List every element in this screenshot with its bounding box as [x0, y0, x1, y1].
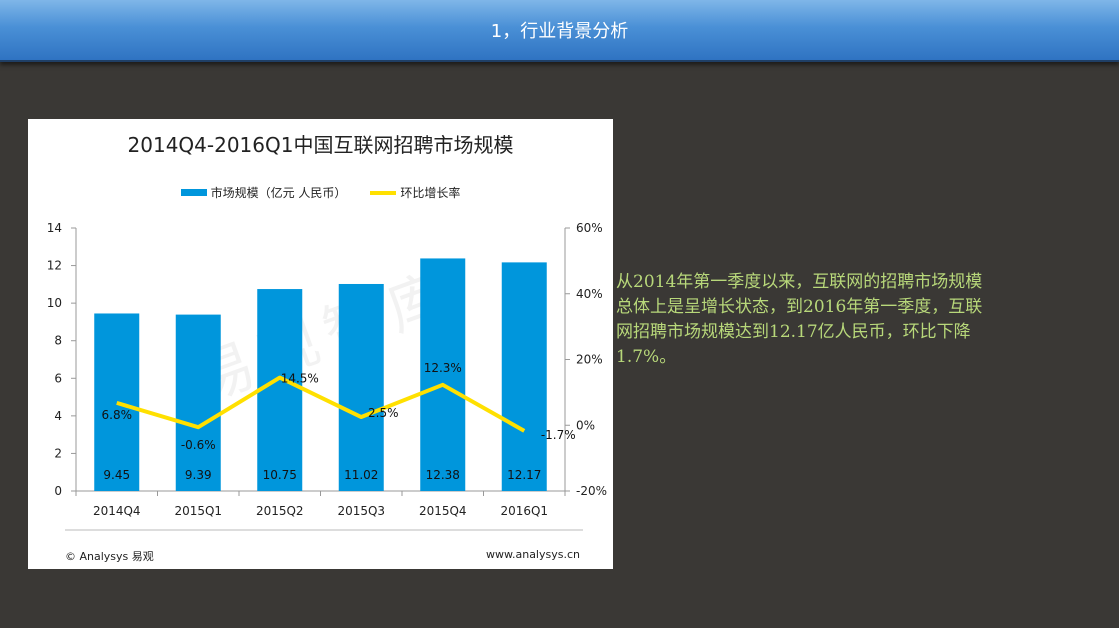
y-right-tick-label: 20% [576, 353, 603, 367]
bar [94, 313, 140, 491]
line-data-label: 6.8% [102, 408, 133, 422]
chart-panel: 易观智库 2014Q4-2016Q1中国互联网招聘市场规模 市场规模（亿元 人民… [28, 119, 613, 569]
bar-data-label: 9.39 [185, 468, 212, 482]
line-data-label: 12.3% [424, 361, 462, 375]
x-tick-label: 2015Q2 [256, 504, 304, 518]
chart-title: 2014Q4-2016Q1中国互联网招聘市场规模 [127, 133, 514, 157]
y-left-tick-label: 14 [47, 221, 62, 235]
y-right-tick-label: 60% [576, 221, 603, 235]
y-left-tick-label: 10 [47, 296, 62, 310]
chart-plot: 0 2 4 6 8 10 12 14 -20% 0% 20% 40% 60% 9.45 2014Q4 9.39… [47, 221, 607, 531]
line-data-label: 2.5% [368, 406, 399, 420]
source-right: www.analysys.cn [486, 548, 580, 561]
y-right-tick-label: 40% [576, 287, 603, 301]
y-right-tick-label: 0% [576, 418, 595, 432]
x-tick-label: 2014Q4 [93, 504, 141, 518]
growth-rate-line [116, 375, 526, 433]
y-left-tick-label: 8 [54, 334, 62, 348]
bar-data-label: 12.38 [426, 468, 460, 482]
bar [501, 262, 547, 491]
y-left-tick-label: 0 [54, 484, 62, 498]
header-bar: 1，行业背景分析 [0, 0, 1119, 62]
line-data-label: -0.6% [181, 438, 216, 452]
chart-legend: 市场规模（亿元 人民币） 环比增长率 [28, 184, 613, 201]
legend-label-bar: 市场规模（亿元 人民币） [210, 186, 347, 200]
y-left-tick-label: 2 [54, 446, 62, 460]
source-left: © Analysys 易观 [65, 550, 154, 563]
x-tick-label: 2015Q4 [419, 504, 467, 518]
x-tick-label: 2015Q3 [337, 504, 385, 518]
y-right-tick-label: -20% [576, 484, 607, 498]
legend-swatch-bar [180, 189, 207, 196]
legend-label-line: 环比增长率 [400, 186, 461, 200]
bar [338, 283, 384, 491]
description-text: 从2014年第一季度以来，互联网的招聘市场规模总体上是呈增长状态，到2016年第… [616, 272, 983, 367]
y-left-tick-label: 6 [54, 371, 62, 385]
bar [257, 289, 303, 491]
y-left-tick-label: 4 [54, 409, 62, 423]
bar [420, 258, 466, 491]
page-title: 1，行业背景分析 [490, 21, 629, 42]
bar-data-label: 12.17 [507, 468, 541, 482]
x-tick-label: 2016Q1 [500, 504, 548, 518]
legend-item-bar: 市场规模（亿元 人民币） [180, 184, 347, 201]
bar-data-label: 9.45 [103, 468, 130, 482]
legend-swatch-line [370, 190, 397, 195]
legend-item-line: 环比增长率 [370, 184, 460, 201]
bar-data-label: 10.75 [263, 468, 297, 482]
line-data-label: -1.7% [541, 428, 576, 442]
bar-data-label: 11.02 [344, 468, 378, 482]
x-tick-label: 2015Q1 [174, 504, 222, 518]
bar [175, 314, 221, 491]
line-data-label: 14.5% [281, 372, 319, 386]
y-left-tick-label: 12 [47, 259, 62, 273]
